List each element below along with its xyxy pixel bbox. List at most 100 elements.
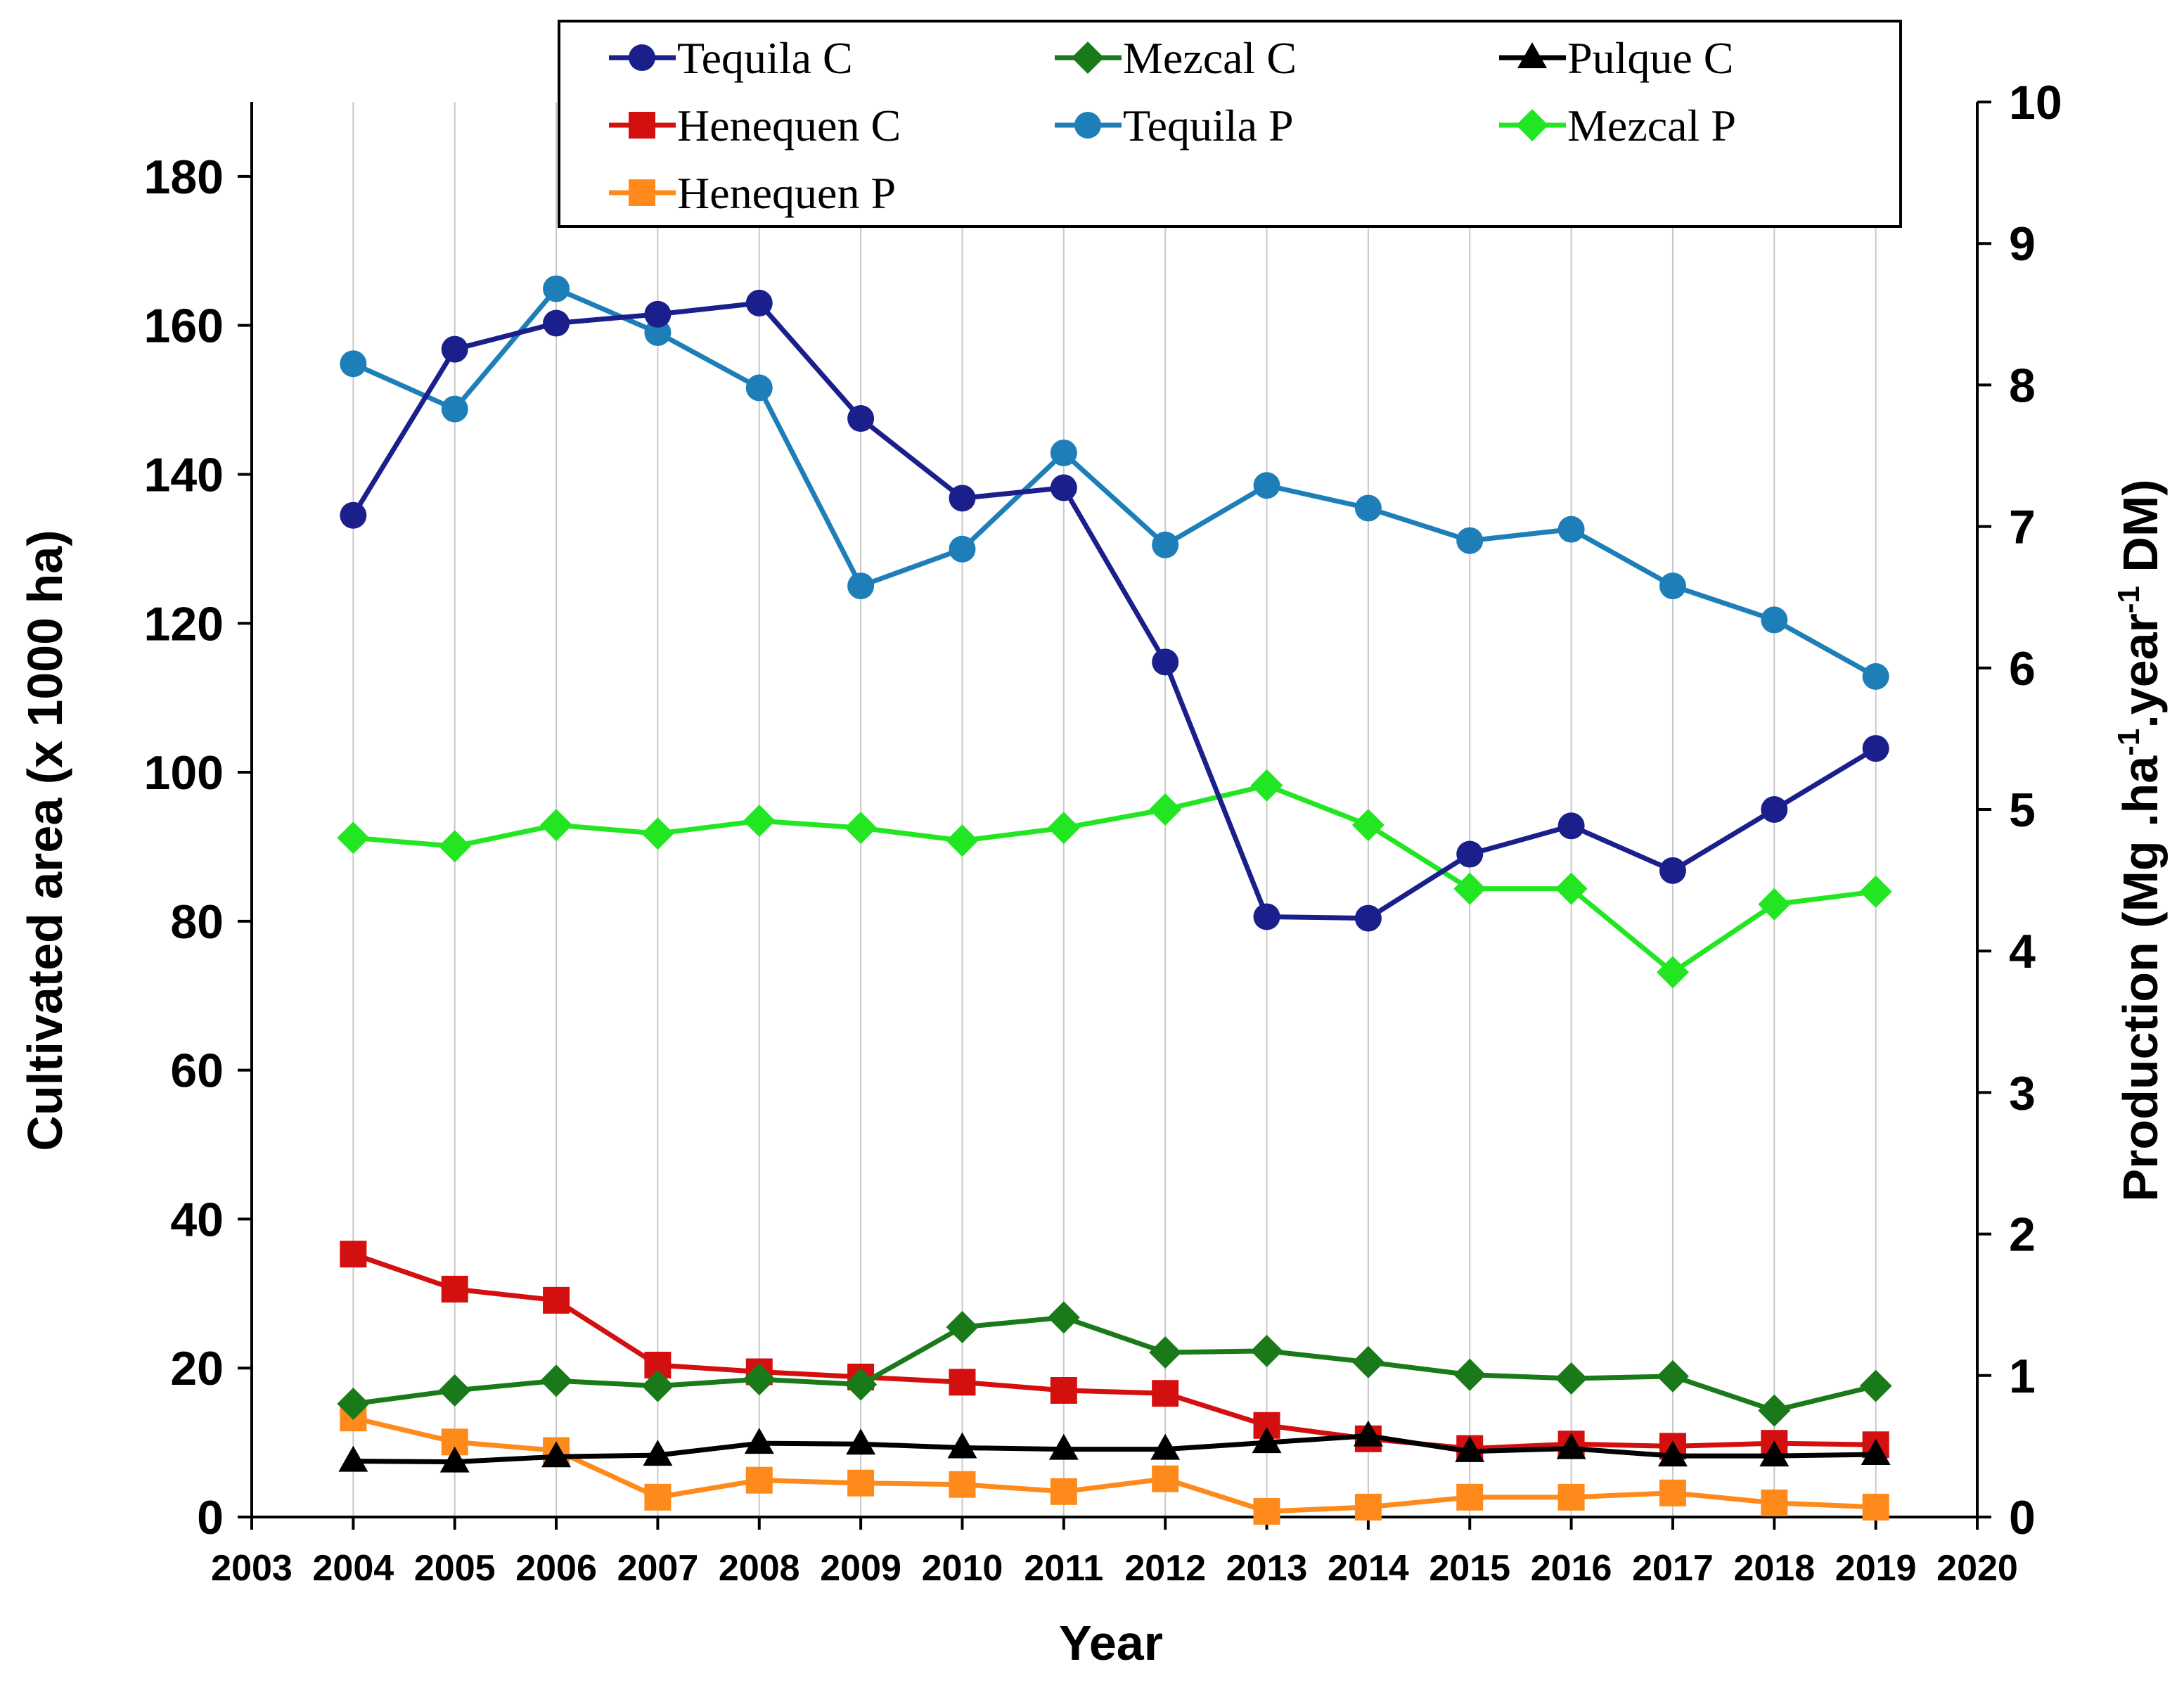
point-pulque-c-2014 <box>1353 1420 1383 1447</box>
point-pulque-c-2008 <box>744 1428 774 1454</box>
x-tick-label-2018: 2018 <box>1733 1548 1815 1589</box>
point-mezcal-p-2018 <box>1758 888 1791 921</box>
point-henequen-p-2017 <box>1659 1479 1686 1506</box>
y-left-tick-label-140: 140 <box>144 448 224 501</box>
y-axis-right-title: Production (Mg .ha-1.year-1 DM) <box>2112 479 2168 1201</box>
point-mezcal-c-2014 <box>1351 1345 1385 1378</box>
point-pulque-c-2011 <box>1048 1433 1079 1460</box>
point-mezcal-c-2015 <box>1453 1358 1486 1391</box>
point-mezcal-p-2019 <box>1859 875 1892 908</box>
point-tequila-c-2009 <box>847 405 875 433</box>
legend-marker-tequila-p <box>1074 112 1101 139</box>
point-mezcal-p-2013 <box>1250 769 1283 802</box>
axes: 2003 2004 2005 2006 2007 2008 2009 2010 2011 2012… <box>144 76 2062 1589</box>
x-tick-label-2009: 2009 <box>820 1548 901 1589</box>
point-tequila-c-2017 <box>1659 857 1686 884</box>
point-tequila-c-2015 <box>1456 840 1484 868</box>
point-mezcal-c-2009 <box>844 1368 878 1401</box>
point-mezcal-c-2011 <box>1047 1301 1080 1334</box>
x-tick-label-2008: 2008 <box>719 1548 800 1589</box>
point-tequila-p-2010 <box>949 535 976 563</box>
point-tequila-c-2007 <box>644 300 672 328</box>
legend-marker-mezcal-p <box>1516 109 1548 141</box>
point-henequen-p-2013 <box>1253 1497 1280 1525</box>
point-henequen-p-2007 <box>644 1483 672 1511</box>
x-tick-label-2011: 2011 <box>1024 1548 1103 1589</box>
y-right-tick-label-0: 0 <box>2009 1491 2036 1544</box>
x-tick-label-2005: 2005 <box>414 1548 496 1589</box>
point-tequila-p-2018 <box>1761 606 1788 634</box>
y-right-tick-label-5: 5 <box>2009 783 2036 837</box>
point-tequila-p-2013 <box>1253 472 1280 499</box>
point-mezcal-c-2010 <box>946 1310 979 1343</box>
legend-item-mezcal-p: Mezcal P <box>1499 101 1736 151</box>
point-henequen-p-2009 <box>847 1469 875 1497</box>
point-henequen-c-2010 <box>949 1369 976 1396</box>
point-tequila-p-2011 <box>1050 439 1077 466</box>
point-mezcal-c-2016 <box>1555 1362 1588 1395</box>
point-tequila-p-2008 <box>745 374 773 402</box>
y-right-tick-label-3: 3 <box>2009 1066 2036 1120</box>
series-line-tequila-p <box>352 286 1877 679</box>
point-tequila-p-2019 <box>1862 663 1889 690</box>
point-tequila-c-2005 <box>441 335 468 363</box>
point-mezcal-p-2006 <box>540 809 573 842</box>
point-mezcal-p-2015 <box>1453 872 1486 905</box>
legend-item-henequen-c: Henequen C <box>609 101 901 151</box>
point-mezcal-p-2016 <box>1555 872 1588 905</box>
point-pulque-c-2010 <box>947 1432 977 1459</box>
y-left-tick-label-160: 160 <box>144 300 224 353</box>
point-henequen-p-2010 <box>949 1471 976 1498</box>
x-tick-label-2016: 2016 <box>1531 1548 1612 1589</box>
legend-marker-mezcal-c <box>1072 41 1104 74</box>
x-tick-label-2017: 2017 <box>1632 1548 1714 1589</box>
y-left-tick-label-120: 120 <box>144 597 224 651</box>
y-right-tick-label-4: 4 <box>2009 925 2036 978</box>
point-mezcal-c-2005 <box>438 1374 471 1407</box>
point-henequen-c-2011 <box>1050 1376 1077 1404</box>
point-pulque-c-2006 <box>541 1441 572 1468</box>
point-tequila-p-2017 <box>1659 572 1686 600</box>
x-tick-label-2012: 2012 <box>1124 1548 1206 1589</box>
point-tequila-c-2018 <box>1761 796 1788 823</box>
point-tequila-p-2009 <box>847 572 875 600</box>
legend-box <box>558 20 1902 228</box>
legend-marker-tequila-c <box>629 44 655 71</box>
y-left-tick-label-180: 180 <box>144 151 224 204</box>
point-mezcal-c-2012 <box>1149 1336 1182 1369</box>
point-pulque-c-2019 <box>1861 1439 1891 1466</box>
point-mezcal-p-2010 <box>946 824 979 857</box>
x-tick-label-2014: 2014 <box>1328 1548 1409 1589</box>
x-tick-label-2004: 2004 <box>313 1548 394 1589</box>
point-pulque-c-2004 <box>338 1445 368 1472</box>
point-mezcal-c-2006 <box>540 1364 573 1397</box>
x-axis-title: Year <box>1059 1615 1163 1670</box>
series-tequila-p <box>340 275 1889 690</box>
y-axis-left-title: Cultivated area (x 1000 ha) <box>18 530 72 1151</box>
point-pulque-c-2018 <box>1759 1440 1790 1467</box>
point-tequila-c-2004 <box>340 501 367 529</box>
x-tick-label-2013: 2013 <box>1226 1548 1308 1589</box>
legend-marker-henequen-p <box>629 179 655 206</box>
point-tequila-c-2006 <box>543 309 570 337</box>
point-mezcal-p-2007 <box>641 817 674 850</box>
point-tequila-c-2013 <box>1253 903 1280 930</box>
point-tequila-p-2007 <box>644 319 672 346</box>
point-tequila-c-2008 <box>745 289 773 316</box>
series-line-mezcal-c <box>352 1314 1877 1414</box>
point-tequila-p-2005 <box>441 395 468 423</box>
series-tequila-c <box>340 289 1889 932</box>
point-henequen-p-2011 <box>1050 1478 1077 1505</box>
point-henequen-c-2005 <box>441 1275 468 1303</box>
point-henequen-c-2012 <box>1152 1380 1179 1407</box>
y-right-tick-label-7: 7 <box>2009 501 2036 554</box>
point-pulque-c-2015 <box>1455 1435 1485 1462</box>
legend-item-pulque-c: Pulque C <box>1499 33 1733 83</box>
legend-item-henequen-p: Henequen P <box>609 168 896 218</box>
point-tequila-c-2011 <box>1050 474 1077 501</box>
point-tequila-p-2006 <box>543 275 570 302</box>
series-line-tequila-c <box>351 300 1877 921</box>
legend-label-henequen-c: Henequen C <box>677 101 901 151</box>
point-pulque-c-2005 <box>439 1446 470 1473</box>
